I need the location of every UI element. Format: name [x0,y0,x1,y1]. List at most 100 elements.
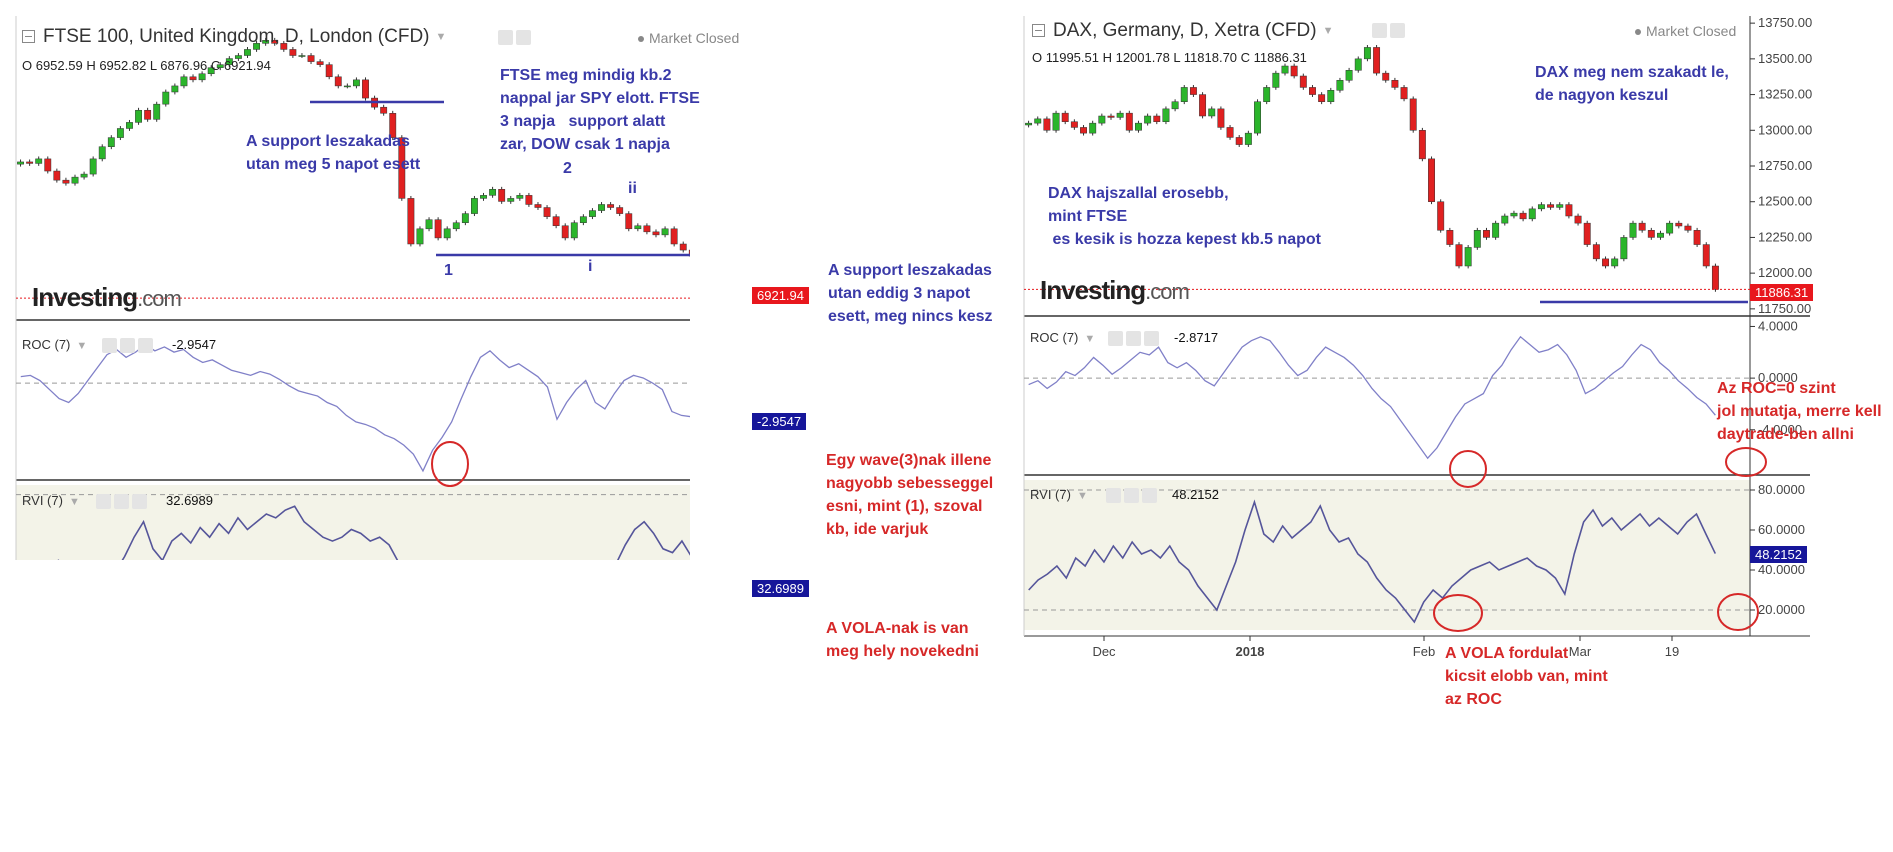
candle [1171,101,1179,110]
chevron-down-icon[interactable]: ▼ [1084,332,1096,345]
candle [362,79,369,99]
close-icon[interactable] [1144,331,1159,346]
eye-icon[interactable] [1108,331,1123,346]
wave-label-ii: ii [628,180,637,197]
candle [44,158,52,172]
candle [1327,90,1335,102]
candle [1244,132,1252,145]
ftse-chart-svg[interactable]: 7800.007600.007400.007200.007000.004.000… [0,0,690,560]
ftse-note-vola: A VOLA-nak is van meg hely novekedni [826,620,979,660]
candle [98,146,106,160]
candle [26,161,34,164]
candle [1034,118,1042,124]
ftse-toolbar[interactable] [498,30,531,45]
candle [244,49,251,56]
eye-icon[interactable] [96,494,111,509]
dax-toolbar[interactable] [1372,23,1405,38]
price-tick-label: 13500.00 [1758,51,1812,66]
dax-rvi-tag: 48.2152 [1750,546,1807,563]
candle [1135,122,1142,131]
settings-icon[interactable] [498,30,513,45]
gear-icon[interactable] [1126,331,1141,346]
candle [589,210,596,217]
roc-tick-label: -4.0000 [1758,422,1802,437]
candle [625,213,633,230]
x-tick-label: Mar [1569,644,1592,659]
candle [561,225,569,239]
price-tick-label: 11750.00 [1758,301,1811,316]
candle [416,228,424,245]
ftse-note-top: FTSE meg mindig kb.2 nappal jar SPY elot… [500,67,700,153]
candle [1611,258,1619,267]
dax-last-price-tag: 11886.31 [1750,284,1814,301]
eye-icon[interactable] [1106,488,1121,503]
candle [652,231,660,236]
dax-chart-panel[interactable]: 13750.00 13500.00 13250.00 13000.00 12750.00… [1020,0,1830,660]
candle [1693,230,1701,245]
rvi-line [1028,499,1717,624]
price-tick-label: 12000.00 [1758,265,1812,280]
candle [434,219,442,239]
rvi-tick-label: 20.0000 [1758,602,1805,617]
status-dot-icon [1635,29,1641,36]
close-icon[interactable] [138,338,153,353]
candle [1144,115,1152,124]
candle [1418,130,1426,160]
candle [343,85,351,88]
rvi-tick-label: 60.0000 [1758,522,1805,537]
candle [543,207,551,217]
candle [1455,244,1463,267]
candle [207,67,215,75]
close-icon[interactable] [132,494,147,509]
candle [1620,237,1628,260]
chevron-down-icon[interactable]: ▼ [76,339,88,352]
investing-logo-suffix: .com [1145,279,1190,304]
candle [1446,230,1454,245]
candle [516,195,524,199]
settings-icon[interactable] [1372,23,1387,38]
candle [1345,70,1353,81]
gear-icon[interactable] [120,338,135,353]
candle [570,222,578,239]
candle [1226,127,1234,138]
gear-icon[interactable] [1124,488,1139,503]
dax-rvi-toolbar[interactable] [1106,488,1157,503]
ftse-chart-panel[interactable]: 7800.007600.007400.007200.007000.004.000… [0,0,809,597]
ftse-roc-toolbar[interactable] [102,338,153,353]
candle [1363,47,1371,60]
collapse-icon[interactable] [22,30,35,44]
candle [1537,204,1545,210]
candle [616,207,624,214]
candle [1583,222,1591,245]
gear-icon[interactable] [516,30,531,45]
chevron-down-icon[interactable]: ▼ [1322,24,1334,37]
close-icon[interactable] [1142,488,1157,503]
dax-rvi-label: RVI (7) ▼ [1030,487,1088,502]
candle [1336,80,1344,91]
gear-icon[interactable] [1390,23,1405,38]
gear-icon[interactable] [114,494,129,509]
candle [53,170,61,181]
wave-label-1: 1 [444,262,453,279]
eye-icon[interactable] [102,338,117,353]
chevron-down-icon[interactable]: ▼ [435,30,447,43]
candle [17,161,24,165]
annotation-circle [1725,447,1767,477]
candle [679,243,687,251]
ftse-last-price-tag: 6921.94 [752,287,809,304]
candle [289,49,297,56]
candle [1125,112,1133,131]
dax-roc-toolbar[interactable] [1108,331,1159,346]
chevron-down-icon[interactable]: ▼ [68,495,80,508]
ftse-title-text: FTSE 100, United Kingdom, D, London (CFD… [43,26,430,47]
candle [89,158,97,175]
ftse-rvi-toolbar[interactable] [96,494,147,509]
candle [171,85,179,93]
ftse-chart-title: FTSE 100, United Kingdom, D, London (CFD… [22,26,446,48]
candle [1089,122,1097,134]
candle [1217,108,1225,128]
chevron-down-icon[interactable]: ▼ [1076,489,1088,502]
candle [1638,222,1646,231]
dax-chart-svg[interactable]: 13750.00 13500.00 13250.00 13000.00 12750.00… [1020,0,1830,660]
collapse-icon[interactable] [1032,24,1045,38]
